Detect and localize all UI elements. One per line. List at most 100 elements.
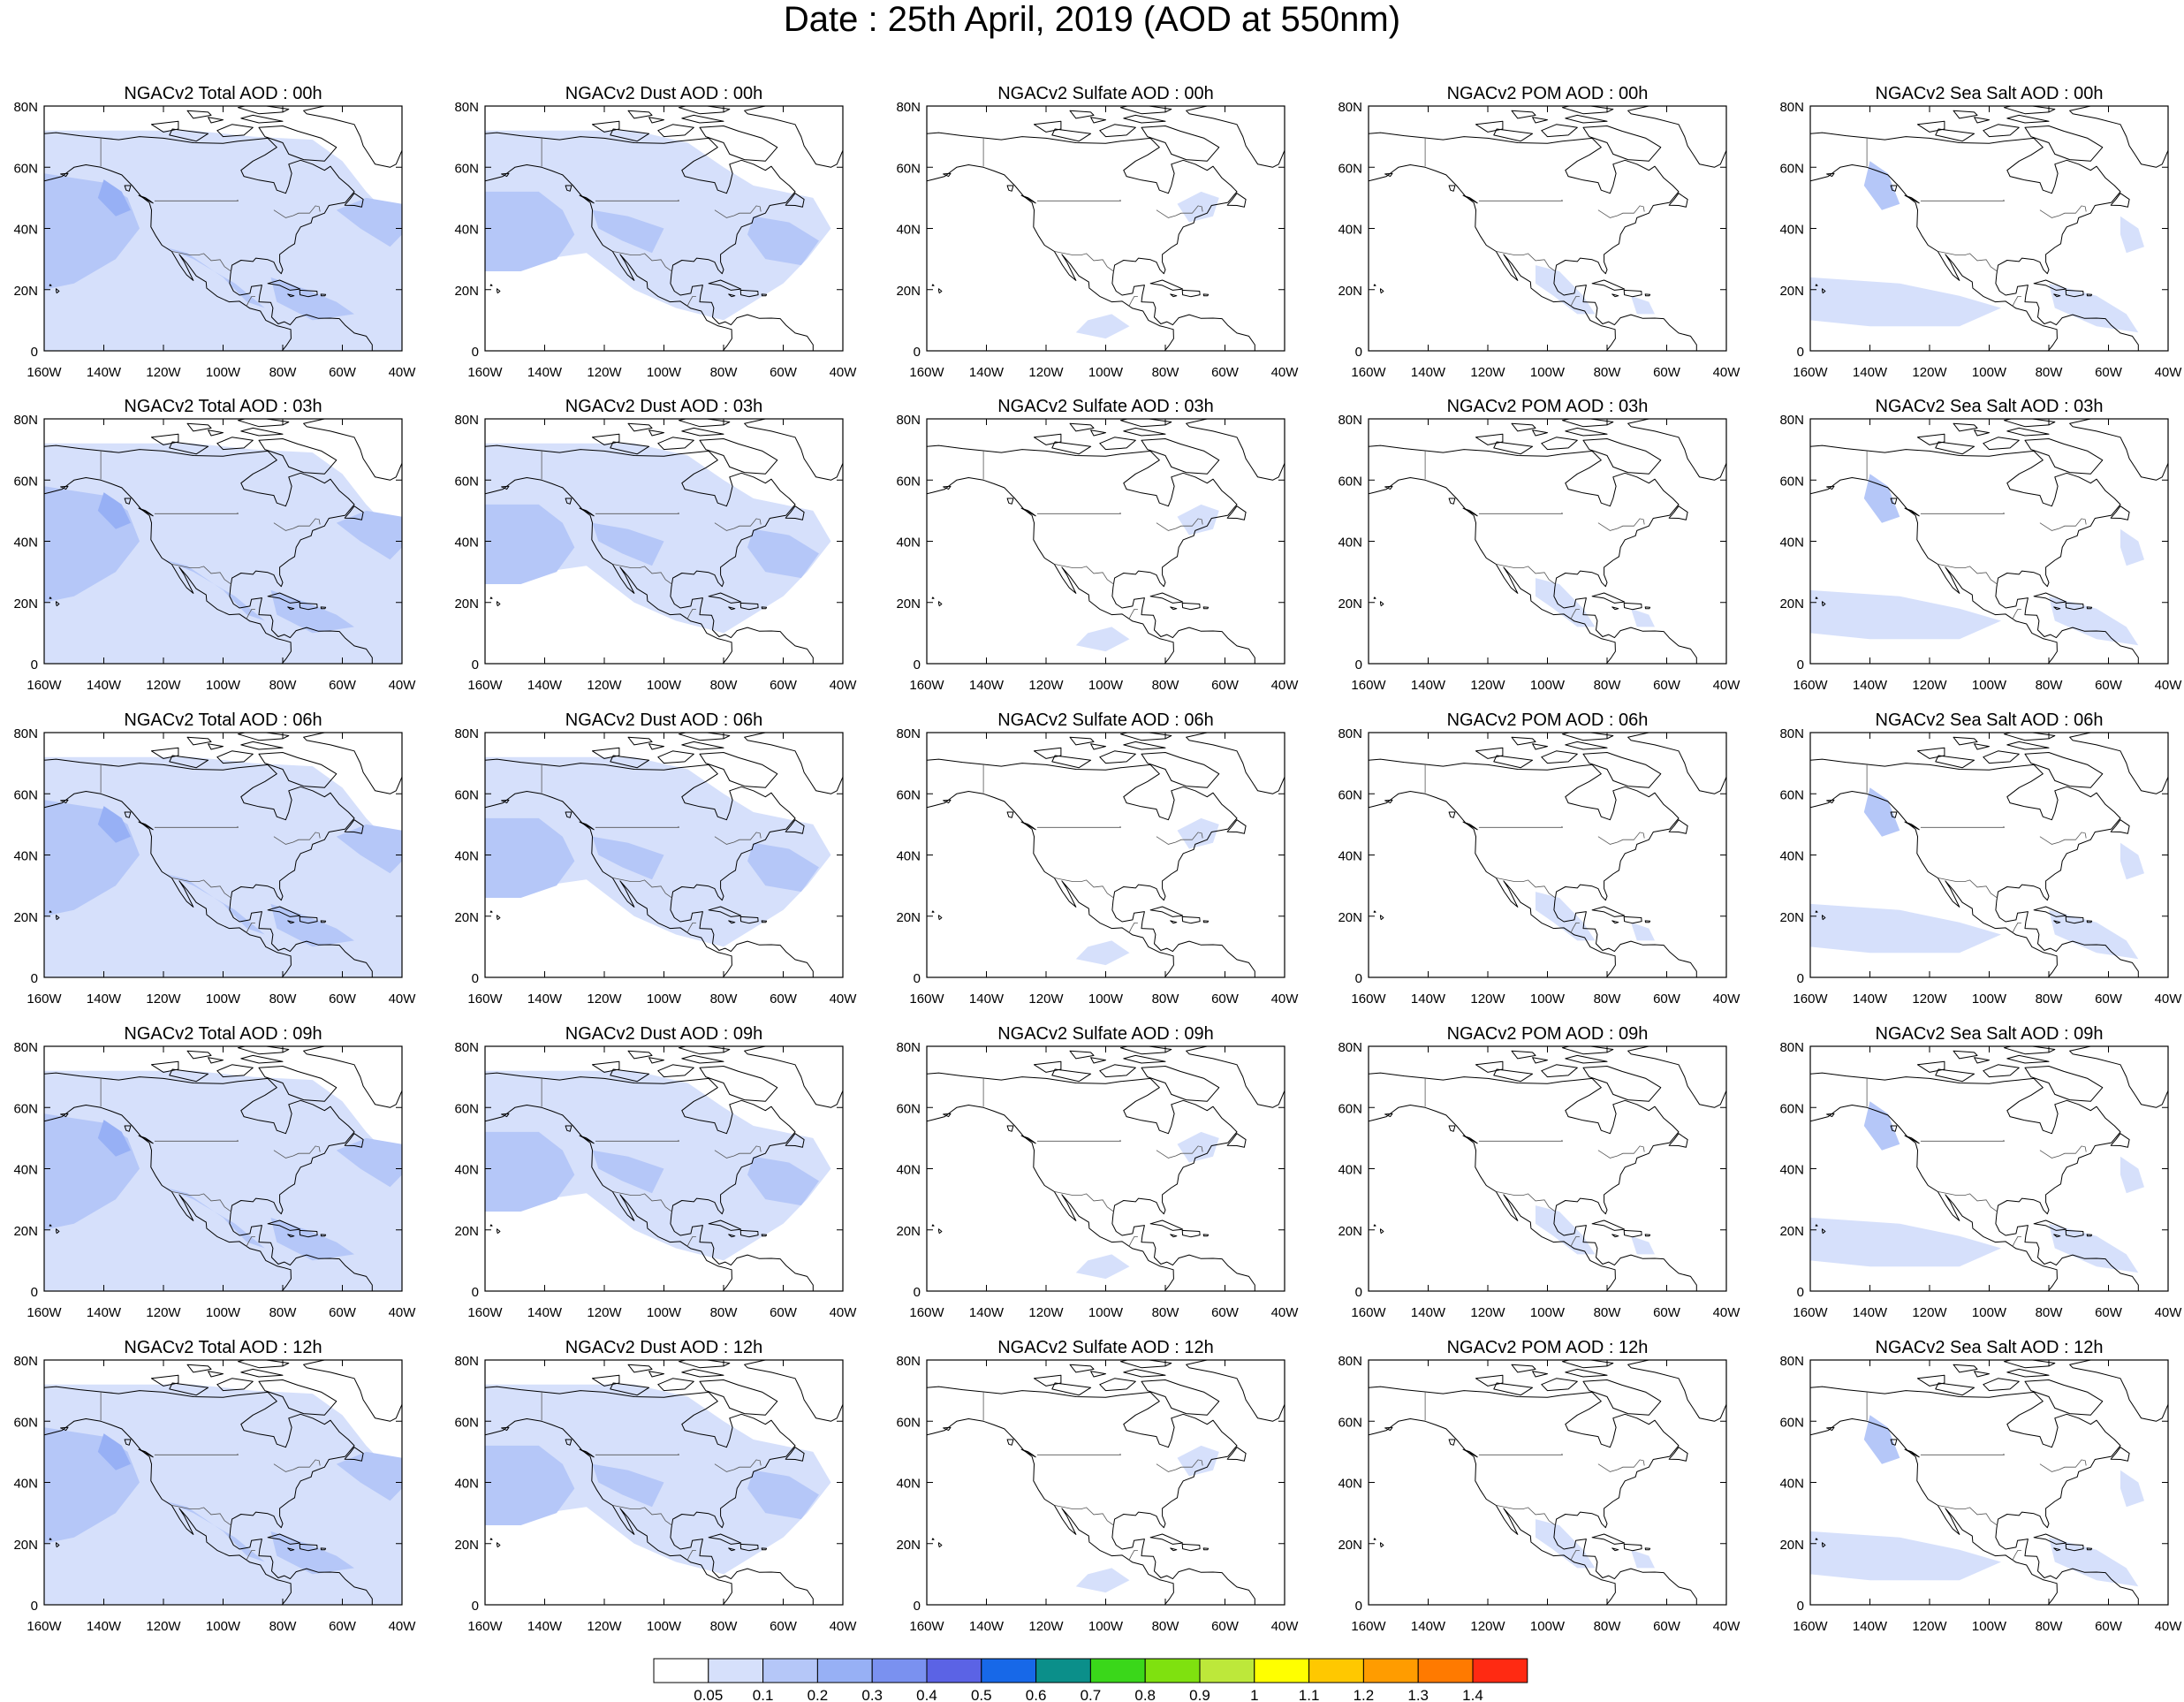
lon-tick-label: 140W: [527, 1305, 563, 1320]
lat-tick-label: 20N: [454, 910, 479, 925]
lon-tick-label: 60W: [2095, 1305, 2123, 1320]
lat-tick-label: 40N: [454, 1163, 479, 1178]
lat-tick-label: 0: [472, 1285, 479, 1300]
lat-tick-label: 20N: [1338, 910, 1362, 925]
lon-tick-label: 80W: [1594, 1619, 1622, 1634]
aod-region: [1536, 578, 1596, 627]
lon-tick-label: 60W: [770, 1619, 798, 1634]
panel-title: NGACv2 Total AOD : 12h: [124, 1338, 322, 1357]
map-panel-grid: NGACv2 Total AOD : 00h 80N 60N 40N 20N 0 160W 1…: [13, 84, 2183, 1634]
lon-tick-label: 40W: [830, 1619, 858, 1634]
lon-tick-label: 160W: [1793, 1305, 1828, 1320]
aod-region: [485, 1131, 575, 1212]
aod-region: [1177, 504, 1219, 536]
lon-tick-label: 40W: [1713, 365, 1741, 380]
lat-tick-label: 20N: [454, 596, 479, 612]
lat-tick-label: 60N: [896, 1415, 921, 1430]
aod-region: [592, 1463, 664, 1508]
aod-region: [592, 1150, 664, 1194]
colorbar-swatch: [1144, 1658, 1201, 1683]
aod-region: [336, 510, 402, 560]
lat-tick-label: 60N: [454, 161, 479, 176]
map-panel-seasalt-2: NGACv2 Sea Salt AOD : 06h 80N 60N 40N 20N 0 16…: [1779, 710, 2182, 1007]
lon-tick-label: 40W: [830, 1305, 858, 1320]
lon-tick-label: 120W: [1470, 1305, 1505, 1320]
lon-tick-label: 100W: [1530, 365, 1566, 380]
aod-region: [485, 130, 831, 321]
lon-tick-label: 60W: [1653, 1305, 1681, 1320]
aod-region: [97, 179, 131, 217]
lat-tick-label: 60N: [454, 787, 479, 802]
aod-region: [1810, 589, 2001, 640]
lon-tick-label: 120W: [146, 1619, 181, 1634]
aod-region: [2120, 216, 2144, 254]
lon-tick-label: 120W: [1470, 1619, 1505, 1634]
aod-region: [270, 1217, 354, 1261]
lat-tick-label: 80N: [454, 1354, 479, 1369]
colorbar-label: 0.4: [916, 1687, 937, 1702]
lon-tick-label: 80W: [710, 1305, 739, 1320]
colorbar-swatch: [1417, 1658, 1474, 1683]
aod-region: [163, 1501, 265, 1562]
map-panel-pom-2: NGACv2 POM AOD : 06h 80N 60N 40N 20N 0 160W 140…: [1338, 710, 1740, 1007]
aod-region: [485, 1384, 831, 1575]
colorbar-swatch: [1308, 1658, 1364, 1683]
lat-tick-label: 80N: [896, 726, 921, 741]
lat-tick-label: 80N: [13, 1354, 38, 1369]
lat-tick-label: 0: [31, 971, 38, 986]
lon-tick-label: 80W: [269, 1619, 298, 1634]
lon-tick-label: 140W: [969, 678, 1005, 693]
aod-region: [747, 1156, 819, 1206]
lon-tick-label: 60W: [1653, 1619, 1681, 1634]
panel-title: NGACv2 Sea Salt AOD : 00h: [1876, 84, 2104, 103]
map-panel-seasalt-0: NGACv2 Sea Salt AOD : 00h 80N 60N 40N 20N 0 16…: [1779, 84, 2182, 380]
aod-region: [747, 216, 819, 266]
lat-tick-label: 40N: [1338, 1163, 1362, 1178]
lon-tick-label: 40W: [2155, 1619, 2183, 1634]
page-title: Date : 25th April, 2019 (AOD at 550nm): [783, 0, 1401, 39]
lon-tick-label: 40W: [1271, 992, 1300, 1007]
lat-tick-label: 0: [472, 1599, 479, 1614]
lon-tick-label: 80W: [710, 365, 739, 380]
panel-title: NGACv2 POM AOD : 09h: [1447, 1024, 1649, 1044]
colorbar-swatch: [926, 1658, 982, 1683]
map-panel-total-0: NGACv2 Total AOD : 00h 80N 60N 40N 20N 0 160W 1…: [13, 84, 416, 380]
aod-region: [485, 756, 831, 947]
lat-tick-label: 0: [31, 657, 38, 672]
aod-region: [747, 528, 819, 579]
colorbar-label: 1.1: [1299, 1687, 1320, 1702]
lon-tick-label: 40W: [830, 992, 858, 1007]
lon-tick-label: 80W: [2036, 365, 2064, 380]
lat-tick-label: 20N: [1779, 284, 1804, 299]
panel-title: NGACv2 Sulfate AOD : 03h: [997, 397, 1214, 416]
lat-tick-label: 0: [1355, 1285, 1362, 1300]
aod-region: [592, 836, 664, 880]
lat-tick-label: 40N: [13, 1163, 38, 1178]
lon-tick-label: 80W: [710, 1619, 739, 1634]
map-panel-sulfate-3: NGACv2 Sulfate AOD : 09h 80N 60N 40N 20N 0 160…: [896, 1024, 1299, 1320]
lon-tick-label: 40W: [830, 678, 858, 693]
lon-tick-label: 160W: [909, 1619, 944, 1634]
lon-tick-label: 160W: [909, 678, 944, 693]
aod-region: [1177, 1445, 1219, 1477]
aod-region: [1863, 1101, 1900, 1151]
lon-tick-label: 140W: [1853, 365, 1888, 380]
lon-tick-label: 160W: [467, 365, 503, 380]
lon-tick-label: 120W: [146, 678, 181, 693]
lat-tick-label: 80N: [1338, 726, 1362, 741]
lon-tick-label: 120W: [1470, 365, 1505, 380]
lat-tick-label: 20N: [1338, 284, 1362, 299]
lon-tick-label: 40W: [830, 365, 858, 380]
lon-tick-label: 80W: [1594, 365, 1622, 380]
aod-region: [1631, 295, 1655, 315]
lon-tick-label: 100W: [1088, 1305, 1124, 1320]
panel-title: NGACv2 Sea Salt AOD : 09h: [1876, 1024, 2104, 1044]
colorbar-swatch: [1254, 1658, 1310, 1683]
colorbar-swatch: [1089, 1658, 1146, 1683]
lon-tick-label: 140W: [527, 365, 563, 380]
aod-region: [485, 191, 575, 271]
lat-tick-label: 80N: [13, 100, 38, 115]
lon-tick-label: 120W: [1028, 1619, 1064, 1634]
colorbar-swatch: [871, 1658, 928, 1683]
colorbar-label: 0.3: [861, 1687, 883, 1702]
